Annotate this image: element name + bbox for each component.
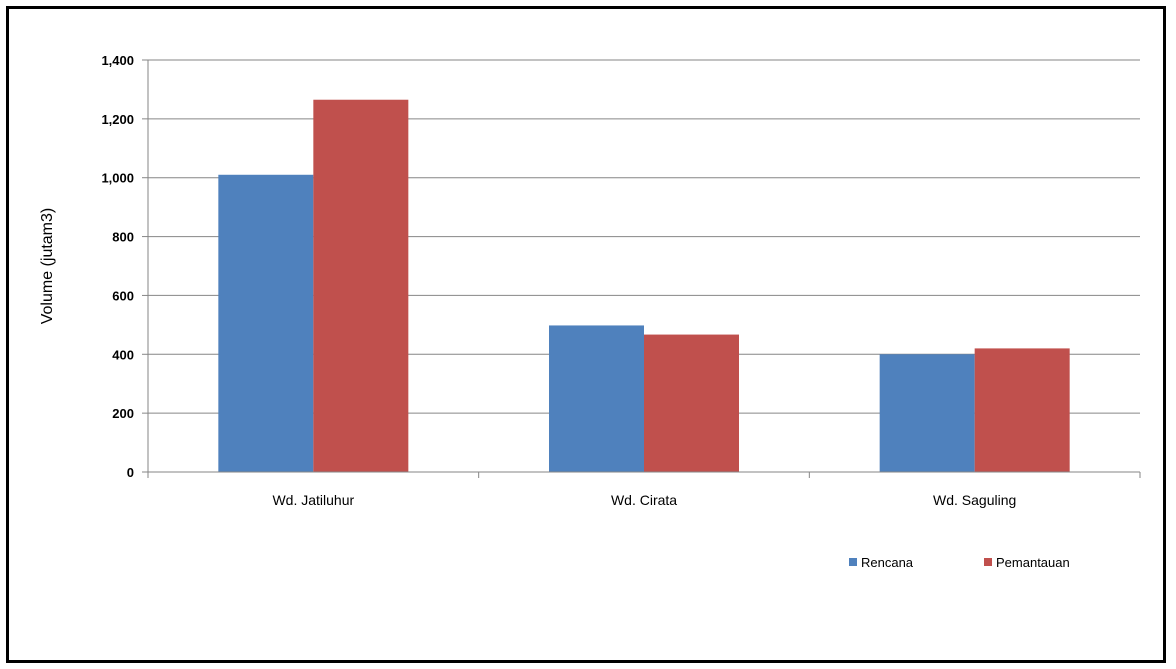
bar-rencana-2 xyxy=(549,325,644,472)
y-tick-label: 400 xyxy=(112,347,134,362)
chart-frame: 0 200 400 600 800 1,000 1,200 1,400 Wd. Jatiluh… xyxy=(6,6,1166,663)
y-tick-label: 1,000 xyxy=(101,171,134,186)
x-category-label: Wd. Saguling xyxy=(933,492,1016,508)
y-tick-label: 1,400 xyxy=(101,53,134,68)
legend: Rencana Pemantauan xyxy=(849,555,1070,570)
bar-pemantauan-1 xyxy=(313,99,409,472)
y-tick-label: 1,200 xyxy=(101,112,134,127)
x-category-label: Wd. Cirata xyxy=(611,492,677,508)
bar-pemantauan-3 xyxy=(974,348,1070,472)
legend-label-rencana: Rencana xyxy=(861,555,914,570)
legend-swatch-rencana xyxy=(849,558,857,566)
y-tick-label: 800 xyxy=(112,230,134,245)
y-tick-label: 600 xyxy=(112,288,134,303)
bar-rencana-3 xyxy=(879,354,975,472)
axes xyxy=(147,60,1141,478)
bar-rencana-1 xyxy=(218,174,314,472)
y-tick-labels: 0 200 400 600 800 1,000 1,200 1,400 xyxy=(101,53,134,480)
legend-label-pemantauan: Pemantauan xyxy=(996,555,1070,570)
bars xyxy=(218,99,1070,472)
bar-chart: 0 200 400 600 800 1,000 1,200 1,400 Wd. Jatiluh… xyxy=(39,53,1141,570)
y-axis-label: Volume (jutam3) xyxy=(39,208,56,325)
x-category-label: Wd. Jatiluhur xyxy=(272,492,354,508)
x-category-labels: Wd. Jatiluhur Wd. Cirata Wd. Saguling xyxy=(272,492,1016,508)
y-tick-label: 0 xyxy=(127,465,134,480)
bar-pemantauan-2 xyxy=(644,334,739,472)
y-tick-label: 200 xyxy=(112,406,134,421)
legend-swatch-pemantauan xyxy=(984,558,992,566)
